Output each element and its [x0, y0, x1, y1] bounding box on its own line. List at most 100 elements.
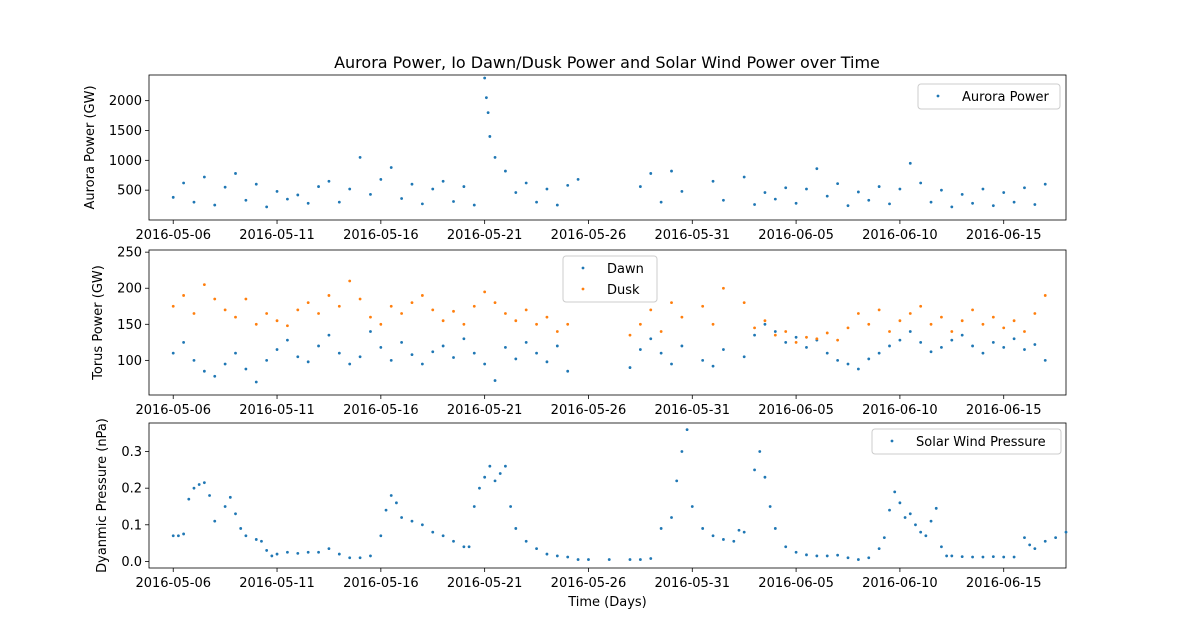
x-tick-label: 2016-05-16	[343, 576, 419, 591]
data-point	[431, 530, 435, 534]
data-point	[670, 301, 673, 305]
data-point	[202, 175, 206, 179]
data-point	[701, 358, 705, 362]
data-point	[286, 338, 289, 342]
data-point	[888, 330, 891, 333]
legend-label: Solar Wind Pressure	[916, 435, 1046, 450]
data-point	[171, 534, 175, 538]
data-point	[960, 555, 964, 559]
data-point	[410, 301, 414, 305]
data-point	[825, 351, 829, 355]
data-point	[504, 464, 507, 468]
data-point	[555, 330, 559, 333]
data-point	[348, 362, 352, 366]
data-point	[306, 550, 310, 554]
data-point	[420, 202, 424, 206]
data-point	[919, 340, 923, 344]
data-point	[856, 367, 860, 371]
data-point	[836, 553, 840, 557]
data-point	[763, 475, 767, 479]
data-point	[836, 338, 840, 342]
data-point	[711, 364, 715, 368]
data-point	[535, 322, 538, 326]
data-point	[493, 379, 497, 382]
data-point	[177, 534, 180, 538]
data-point	[722, 286, 725, 290]
data-point	[213, 519, 217, 523]
data-point	[493, 155, 497, 159]
data-point	[763, 322, 767, 326]
data-point	[486, 111, 490, 114]
data-point	[960, 319, 964, 323]
data-point	[576, 178, 580, 181]
series-1	[171, 428, 1068, 561]
y-axis-label: Torus Power (GW)	[91, 265, 106, 381]
data-point	[1002, 555, 1006, 559]
data-point	[420, 294, 424, 297]
data-point	[182, 340, 186, 344]
data-point	[234, 172, 237, 175]
data-point	[535, 351, 538, 355]
data-point	[971, 201, 974, 205]
data-point	[649, 337, 653, 341]
data-point	[908, 312, 912, 315]
data-point	[846, 362, 850, 366]
data-point	[244, 297, 248, 301]
data-point	[701, 527, 705, 530]
data-point	[452, 309, 455, 313]
data-point	[722, 198, 725, 202]
data-point	[773, 330, 777, 333]
data-point	[722, 538, 725, 541]
legend-frame	[871, 428, 1062, 455]
data-point	[877, 308, 881, 312]
data-point	[478, 486, 481, 490]
y-tick-label: 1000	[109, 154, 142, 169]
data-point	[213, 203, 217, 207]
y-axis-label: Aurora Power (GW)	[83, 85, 98, 209]
data-point	[514, 319, 518, 323]
data-point	[535, 547, 538, 550]
data-point	[389, 304, 393, 308]
data-point	[275, 189, 279, 193]
data-point	[919, 304, 923, 308]
data-point	[317, 185, 320, 188]
x-tick-label: 2016-05-31	[654, 228, 730, 243]
data-point	[836, 358, 840, 362]
data-point	[753, 468, 756, 472]
data-point	[317, 344, 320, 348]
data-point	[493, 479, 497, 483]
data-point	[794, 201, 798, 205]
data-point	[649, 557, 653, 560]
y-tick-label: 200	[117, 282, 142, 297]
data-point	[649, 308, 653, 312]
data-point	[213, 374, 217, 378]
data-point	[275, 348, 279, 351]
data-point	[991, 315, 995, 319]
data-point	[504, 345, 507, 349]
data-point	[856, 558, 860, 561]
data-point	[960, 333, 964, 337]
data-point	[737, 528, 741, 532]
x-tick-label: 2016-05-31	[654, 576, 730, 591]
data-point	[763, 191, 767, 194]
data-point	[524, 340, 528, 344]
data-point	[903, 516, 907, 519]
data-point	[555, 344, 559, 348]
data-point	[576, 558, 580, 561]
data-point	[202, 369, 206, 373]
x-axis-label: Time (Days)	[567, 595, 647, 610]
data-point	[940, 345, 943, 349]
x-tick-label: 2016-05-06	[135, 228, 211, 243]
data-point	[431, 187, 435, 191]
data-point	[223, 185, 227, 189]
legend-marker	[890, 439, 894, 443]
data-point	[898, 187, 902, 191]
data-point	[317, 550, 320, 554]
data-point	[182, 532, 186, 536]
data-point	[867, 357, 871, 361]
data-point	[971, 344, 974, 348]
data-point	[317, 312, 320, 315]
data-point	[389, 166, 393, 169]
x-tick-label: 2016-06-10	[862, 576, 938, 591]
